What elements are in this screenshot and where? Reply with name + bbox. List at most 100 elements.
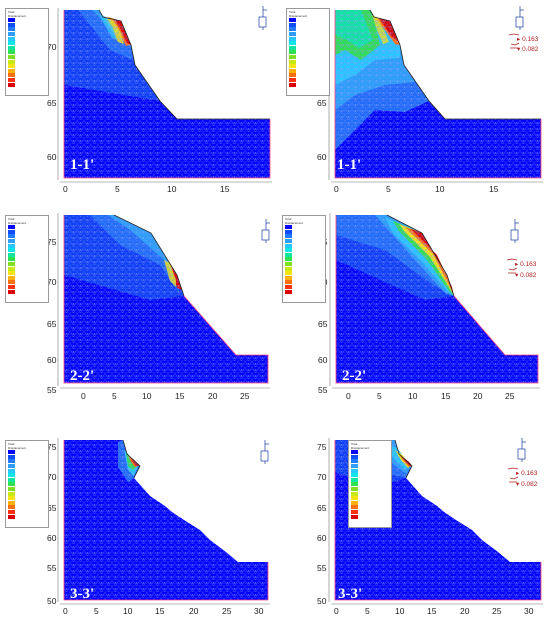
x-tick: 0 <box>63 606 68 616</box>
legend-header-2: Displacement <box>289 14 308 18</box>
legend-row <box>351 500 389 506</box>
legend-swatch <box>8 239 15 244</box>
legend-swatch <box>289 50 296 55</box>
x-tick: 25 <box>240 391 250 401</box>
ground-surface-line <box>369 9 541 120</box>
color-legend: Total Displacement <box>5 8 49 96</box>
legend-swatch <box>8 459 15 464</box>
legend-row <box>285 262 323 267</box>
legend-swatch <box>285 234 292 239</box>
legend-swatch <box>8 482 15 487</box>
legend-row <box>8 22 46 28</box>
x-tick: 10 <box>123 606 133 616</box>
legend-swatch <box>285 229 292 234</box>
legend-swatch <box>8 64 15 69</box>
boundary-line <box>63 440 269 601</box>
x-tick: 30 <box>254 606 264 616</box>
legend-swatch <box>285 285 292 290</box>
legend-swatch <box>285 280 292 285</box>
y-tick: 55 <box>318 385 328 395</box>
x-tick: 0 <box>334 184 339 194</box>
legend-swatch <box>289 68 296 73</box>
legend-row <box>8 454 46 460</box>
x-tick: 0 <box>81 391 86 401</box>
ground-surface-line <box>113 214 185 297</box>
color-legend: Total Displacement <box>348 440 392 528</box>
legend-swatch <box>8 510 15 515</box>
legend-row <box>289 22 327 28</box>
legend-swatch <box>351 459 358 464</box>
legend-swatch <box>8 454 15 459</box>
legend-row <box>285 248 323 253</box>
legend-swatch <box>8 225 15 230</box>
legend-row <box>8 252 46 258</box>
legend-row <box>8 50 46 55</box>
boundary-line <box>334 10 542 179</box>
legend-row <box>289 27 327 32</box>
x-tick: 5 <box>377 391 382 401</box>
y-tick: 60 <box>47 533 57 543</box>
legend-row <box>8 234 46 239</box>
y-tick: 55 <box>47 385 57 395</box>
y-ticks: 75 70 65 60 55 50 <box>47 442 57 606</box>
legend-swatch <box>285 271 292 276</box>
legend-row <box>8 73 46 78</box>
ground-surface-line <box>98 9 270 120</box>
panel-3-3-right: 0 5 10 15 20 25 30 75 70 65 60 55 50 Tot… <box>275 412 550 620</box>
legend-row <box>285 225 323 230</box>
legend-swatch <box>8 496 15 501</box>
legend-swatch <box>8 500 15 505</box>
legend-row <box>8 459 46 464</box>
legend-swatch <box>351 496 358 501</box>
legend-row <box>8 225 46 230</box>
legend-swatch <box>289 32 296 37</box>
section-label: 2-2' <box>342 368 367 384</box>
legend-swatch <box>289 78 296 83</box>
legend-row <box>8 271 46 276</box>
legend-swatch <box>285 266 292 271</box>
legend-row <box>285 252 323 258</box>
x-tick: 10 <box>142 391 152 401</box>
legend-swatch <box>289 64 296 69</box>
y-ticks: 70 65 60 <box>47 42 57 162</box>
legend-row <box>8 514 46 519</box>
x-tick: 20 <box>473 391 483 401</box>
legend-swatch <box>289 41 296 46</box>
legend-row <box>8 18 46 23</box>
legend-row <box>8 64 46 69</box>
legend-row <box>351 491 389 496</box>
legend-row <box>8 500 46 506</box>
legend-row <box>285 271 323 276</box>
legend-row <box>289 82 327 87</box>
x-ticks: 0 5 10 15 <box>63 184 230 194</box>
legend-swatch <box>8 257 15 262</box>
legend-swatch <box>8 22 15 27</box>
legend-row <box>285 239 323 244</box>
legend-swatch <box>289 22 296 27</box>
legend-swatch <box>351 477 358 482</box>
legend-row <box>289 36 327 41</box>
legend-row <box>289 73 327 78</box>
y-tick: 50 <box>317 596 327 606</box>
x-tick: 20 <box>189 606 199 616</box>
legend-swatch <box>285 257 292 262</box>
legend-row <box>289 18 327 23</box>
legend-row <box>8 68 46 74</box>
boundary-line <box>63 10 271 179</box>
legend-row <box>8 36 46 41</box>
legend-swatch <box>289 45 296 50</box>
legend-row <box>351 473 389 478</box>
x-tick: 5 <box>365 606 370 616</box>
ground-surface-line <box>386 214 455 297</box>
panel-3-3-left: 0 5 10 15 20 25 30 75 70 65 60 55 50 Tot… <box>0 412 275 620</box>
arrow-scale-upper: ▸ 0.163 <box>517 36 539 43</box>
x-tick: 25 <box>492 606 502 616</box>
legend-row <box>351 464 389 469</box>
legend-row <box>285 280 323 285</box>
legend-row <box>289 32 327 37</box>
legend-swatch <box>8 468 15 473</box>
legend-swatch <box>351 487 358 492</box>
y-tick: 70 <box>317 472 327 482</box>
legend-swatch <box>8 45 15 50</box>
x-ticks: 0 5 10 15 20 25 <box>346 391 515 401</box>
